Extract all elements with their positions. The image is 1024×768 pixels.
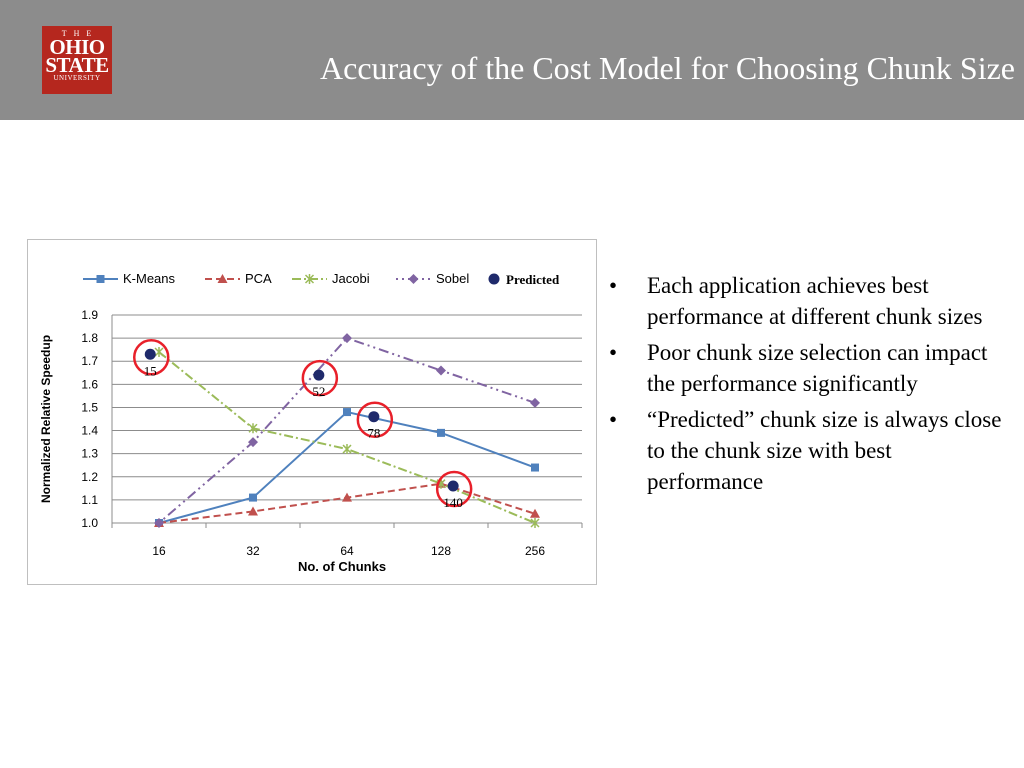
predicted-label: 78 [367,426,380,441]
legend-marker [304,274,315,284]
y-tick-label: 1.9 [81,308,98,322]
predicted-point [144,348,156,360]
bullet-item: • Each application achieves best performa… [605,270,1005,332]
ohio-state-logo: THE OHIO STATE UNIVERSITY [42,26,112,94]
bullet-list: • Each application achieves best performa… [605,270,1005,502]
y-tick-label: 1.1 [81,493,98,507]
data-point [531,463,539,472]
predicted-point [368,411,380,423]
legend-marker [217,274,228,283]
y-tick-label: 1.7 [81,354,98,368]
x-tick-label: 16 [152,544,166,558]
bullet-marker: • [609,340,618,365]
logo-line-university: UNIVERSITY [53,74,101,82]
bullet-text: Each application achieves best performan… [647,273,983,329]
x-tick-label: 256 [525,544,545,558]
data-point [342,492,352,502]
data-point [342,444,352,455]
legend-label: Predicted [506,272,560,287]
y-tick-label: 1.5 [81,400,98,414]
bullet-item: • Poor chunk size selection can impact th… [605,337,1005,399]
x-tick-label: 32 [246,544,260,558]
y-tick-label: 1.4 [81,424,98,438]
chart-frame [27,239,597,585]
data-point [342,333,352,344]
logo-line-ohio: OHIO [49,35,105,59]
legend-marker [408,274,419,284]
x-axis-title: No. of Chunks [298,559,386,574]
series-line-sobel [158,336,536,524]
predicted-point [313,369,325,381]
predicted-label: 15 [144,363,157,378]
bullet-marker: • [609,273,618,298]
legend-marker [96,275,105,283]
series-line-kmeans [158,410,536,524]
bullet-text: “Predicted” chunk size is always close t… [647,407,1002,494]
y-tick-label: 1.3 [81,447,98,461]
x-tick-label: 64 [340,544,354,558]
data-point [436,365,446,376]
data-point [154,346,164,357]
legend-label: Sobel [436,271,469,286]
y-axis-title: Normalized Relative Speedup [39,335,53,503]
predicted-label: 140 [443,495,463,510]
bullet-marker: • [609,407,618,432]
slide-header: THE OHIO STATE UNIVERSITY Accuracy of th… [0,0,1024,120]
legend-label: K-Means [123,271,176,286]
slide-title: Accuracy of the Cost Model for Choosing … [320,50,1015,86]
predicted-ring [435,470,473,508]
y-tick-label: 1.6 [81,377,98,391]
bullet-text: Poor chunk size selection can impact the… [647,340,988,396]
data-point [343,408,351,417]
legend-marker-predicted [488,273,500,285]
data-point [530,508,540,518]
data-point [437,428,445,437]
predicted-point [447,480,459,492]
logo-line-state: STATE [45,53,109,77]
data-point [530,397,540,408]
bullet-item: • “Predicted” chunk size is always close … [605,404,1005,497]
predicted-ring [132,339,170,376]
series-line-pca [158,482,536,524]
x-tick-label: 128 [431,544,451,558]
logo-line-the: THE [61,29,99,38]
y-tick-label: 1.0 [81,516,98,530]
predicted-label: 52 [312,384,325,399]
y-tick-label: 1.2 [81,470,98,484]
data-point [530,518,540,528]
y-tick-label: 1.8 [81,331,98,345]
data-point [248,437,258,448]
data-point [248,506,258,516]
data-point [249,493,257,502]
predicted-ring [301,359,339,397]
data-point [154,518,164,528]
predicted-ring [356,401,394,438]
legend-label: PCA [245,271,272,286]
data-point [248,423,258,434]
legend-label: Jacobi [332,271,370,286]
